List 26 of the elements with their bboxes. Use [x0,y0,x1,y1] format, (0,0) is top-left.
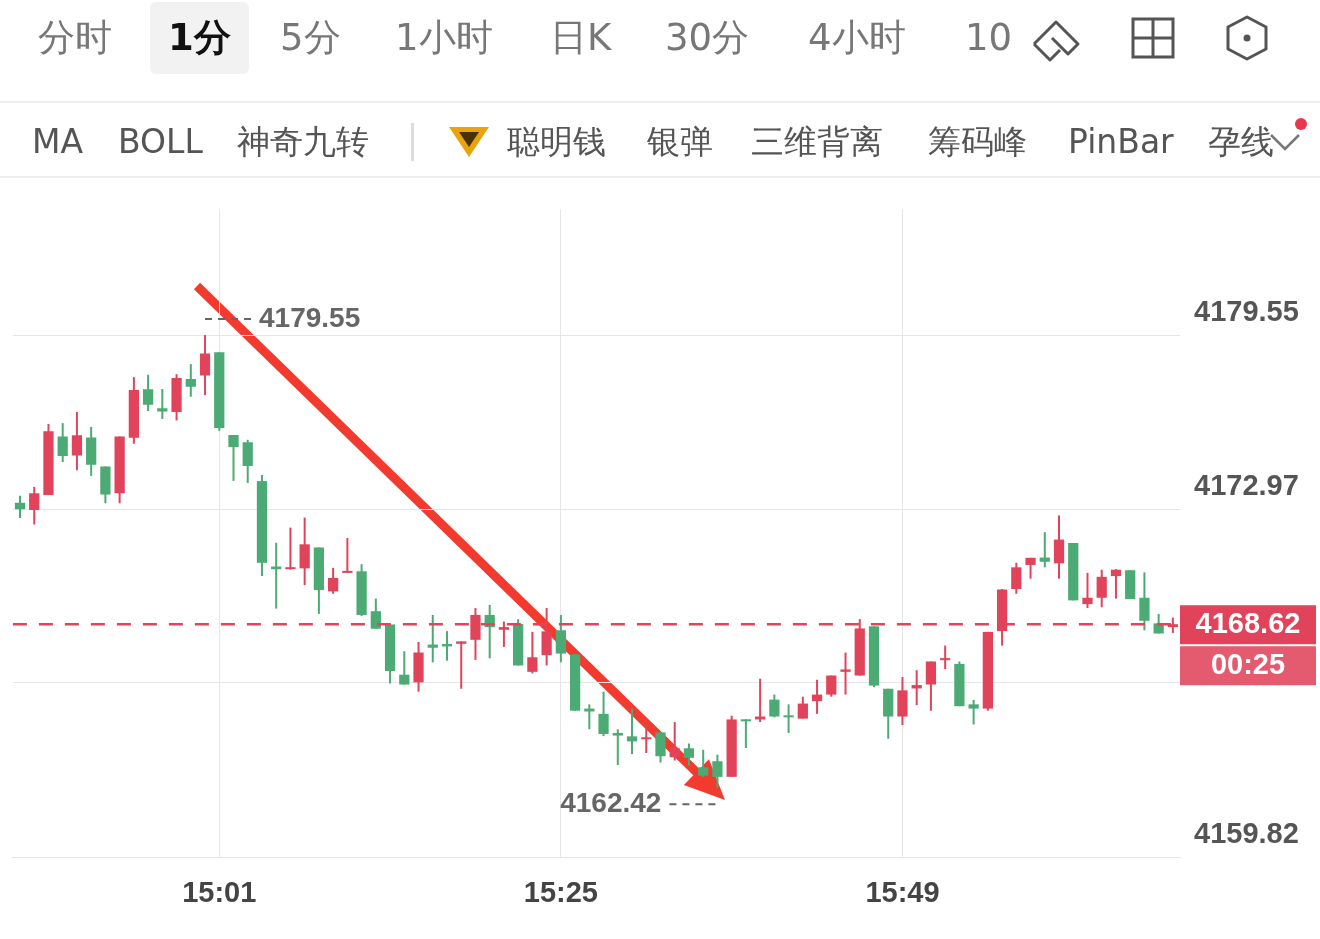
text: 聪明钱 [507,121,606,163]
y-tick-label: 4179.55 [1194,295,1299,328]
annotation: 4162.42 [560,786,662,818]
text: 三维背离 [751,121,883,163]
text: 10 [965,16,1013,60]
text: PinBar [1068,121,1174,163]
text: 5分 [280,16,341,60]
text: 1分 [150,2,249,74]
text: 银弹 [647,121,713,163]
text: 神奇九转 [237,121,369,163]
text: 4小时 [808,16,906,60]
x-tick-label: 15:25 [523,876,598,909]
text: 1小时 [395,16,493,60]
y-tick-label: 4172.97 [1194,469,1299,502]
annotation: 4179.55 [259,301,361,333]
text: 日K [550,16,612,60]
x-tick-label: 15:01 [182,876,257,909]
y-tick-label: 4159.82 [1194,817,1299,849]
text: 筹码峰 [928,121,1027,163]
text: 孕线 [1208,121,1274,163]
text: 30分 [665,16,750,60]
text: MA [32,121,84,163]
text: BOLL [118,121,203,163]
x-tick-label: 15:49 [865,876,940,909]
text: 分时 [38,16,112,60]
ref-line-label: 4168.62 00:25 [1195,607,1301,681]
